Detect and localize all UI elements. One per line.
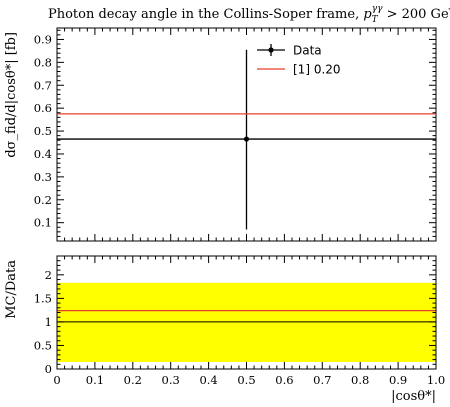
main-y-axis-title: dσ_fid/d|cosθ*| [fb] [4,32,19,158]
main-y-tick-label: 0.8 [34,55,52,69]
ratio-y-tick-label: 1 [45,315,52,329]
data-point [243,136,250,142]
main-y-tick-label: 0.6 [34,101,52,115]
x-tick-label: 0.2 [124,373,142,387]
x-tick-label: 0.5 [237,373,255,387]
main-x-axis-ticks [56,28,437,241]
x-tick-label: 0 [53,373,60,387]
legend-label: Data [293,44,322,58]
main-y-tick-label: 0.5 [34,124,52,138]
legend-label: [1] 0.20 [293,63,341,77]
x-tick-label: 0.6 [275,373,293,387]
x-axis: 0 0.1 0.2 0.3 0.4 0.5 0.6 0.7 0.8 0.9 1.0 [53,256,445,387]
x-tick-label: 0.8 [351,373,369,387]
main-y-tick-label: 0.7 [34,78,52,92]
chart-title-var-sup: γγ [372,4,383,14]
ratio-y-tick-label: 0 [45,362,52,376]
chart-title: Photon decay angle in the Collins-Soper … [48,4,450,25]
x-tick-label: 1.0 [427,373,445,387]
chart-title-cut: > 200 GeV [382,7,450,22]
ratio-y-tick-label: 2 [45,268,52,282]
main-y-tick-label: 0.2 [34,193,52,207]
main-y-tick-label: 0.4 [34,147,52,161]
legend: Data [1] 0.20 [257,44,341,77]
ratio-panel: 0 0.5 1 1.5 2 0 0.1 0.2 0.3 0.4 0.5 0.6 0.7 0.8 0.9 1.… [4,255,445,404]
x-axis-title: |cosθ*| [391,389,436,404]
ratio-y-axis-title: MC/Data [4,260,19,319]
legend-data-marker [268,47,274,53]
ratio-y-tick-label: 1.5 [34,291,52,305]
main-panel: 0.1 0.2 0.3 0.4 0.5 0.6 0.7 0.8 0.9 dσ_fid/d|cos… [4,27,437,242]
chart-title-var-sub: T [372,15,379,25]
ratio-panel-marks [57,282,436,362]
x-tick-label: 0.9 [389,373,407,387]
chart-title-text: Photon decay angle in the Collins-Soper … [48,7,363,22]
x-tick-label: 0.4 [199,373,217,387]
ratio-y-tick-label: 0.5 [34,338,52,352]
main-y-axis: 0.1 0.2 0.3 0.4 0.5 0.6 0.7 0.8 0.9 [34,29,436,242]
main-y-tick-label: 0.1 [34,216,52,230]
main-y-tick-label: 0.9 [34,32,52,46]
main-y-tick-label: 0.3 [34,170,52,184]
x-tick-label: 0.1 [86,373,104,387]
ratio-y-axis: 0 0.5 1 1.5 2 [34,260,436,376]
chart-title-var: p [363,7,372,22]
x-tick-label: 0.7 [313,373,331,387]
main-panel-marks [57,49,436,230]
x-tick-label: 0.3 [162,373,180,387]
